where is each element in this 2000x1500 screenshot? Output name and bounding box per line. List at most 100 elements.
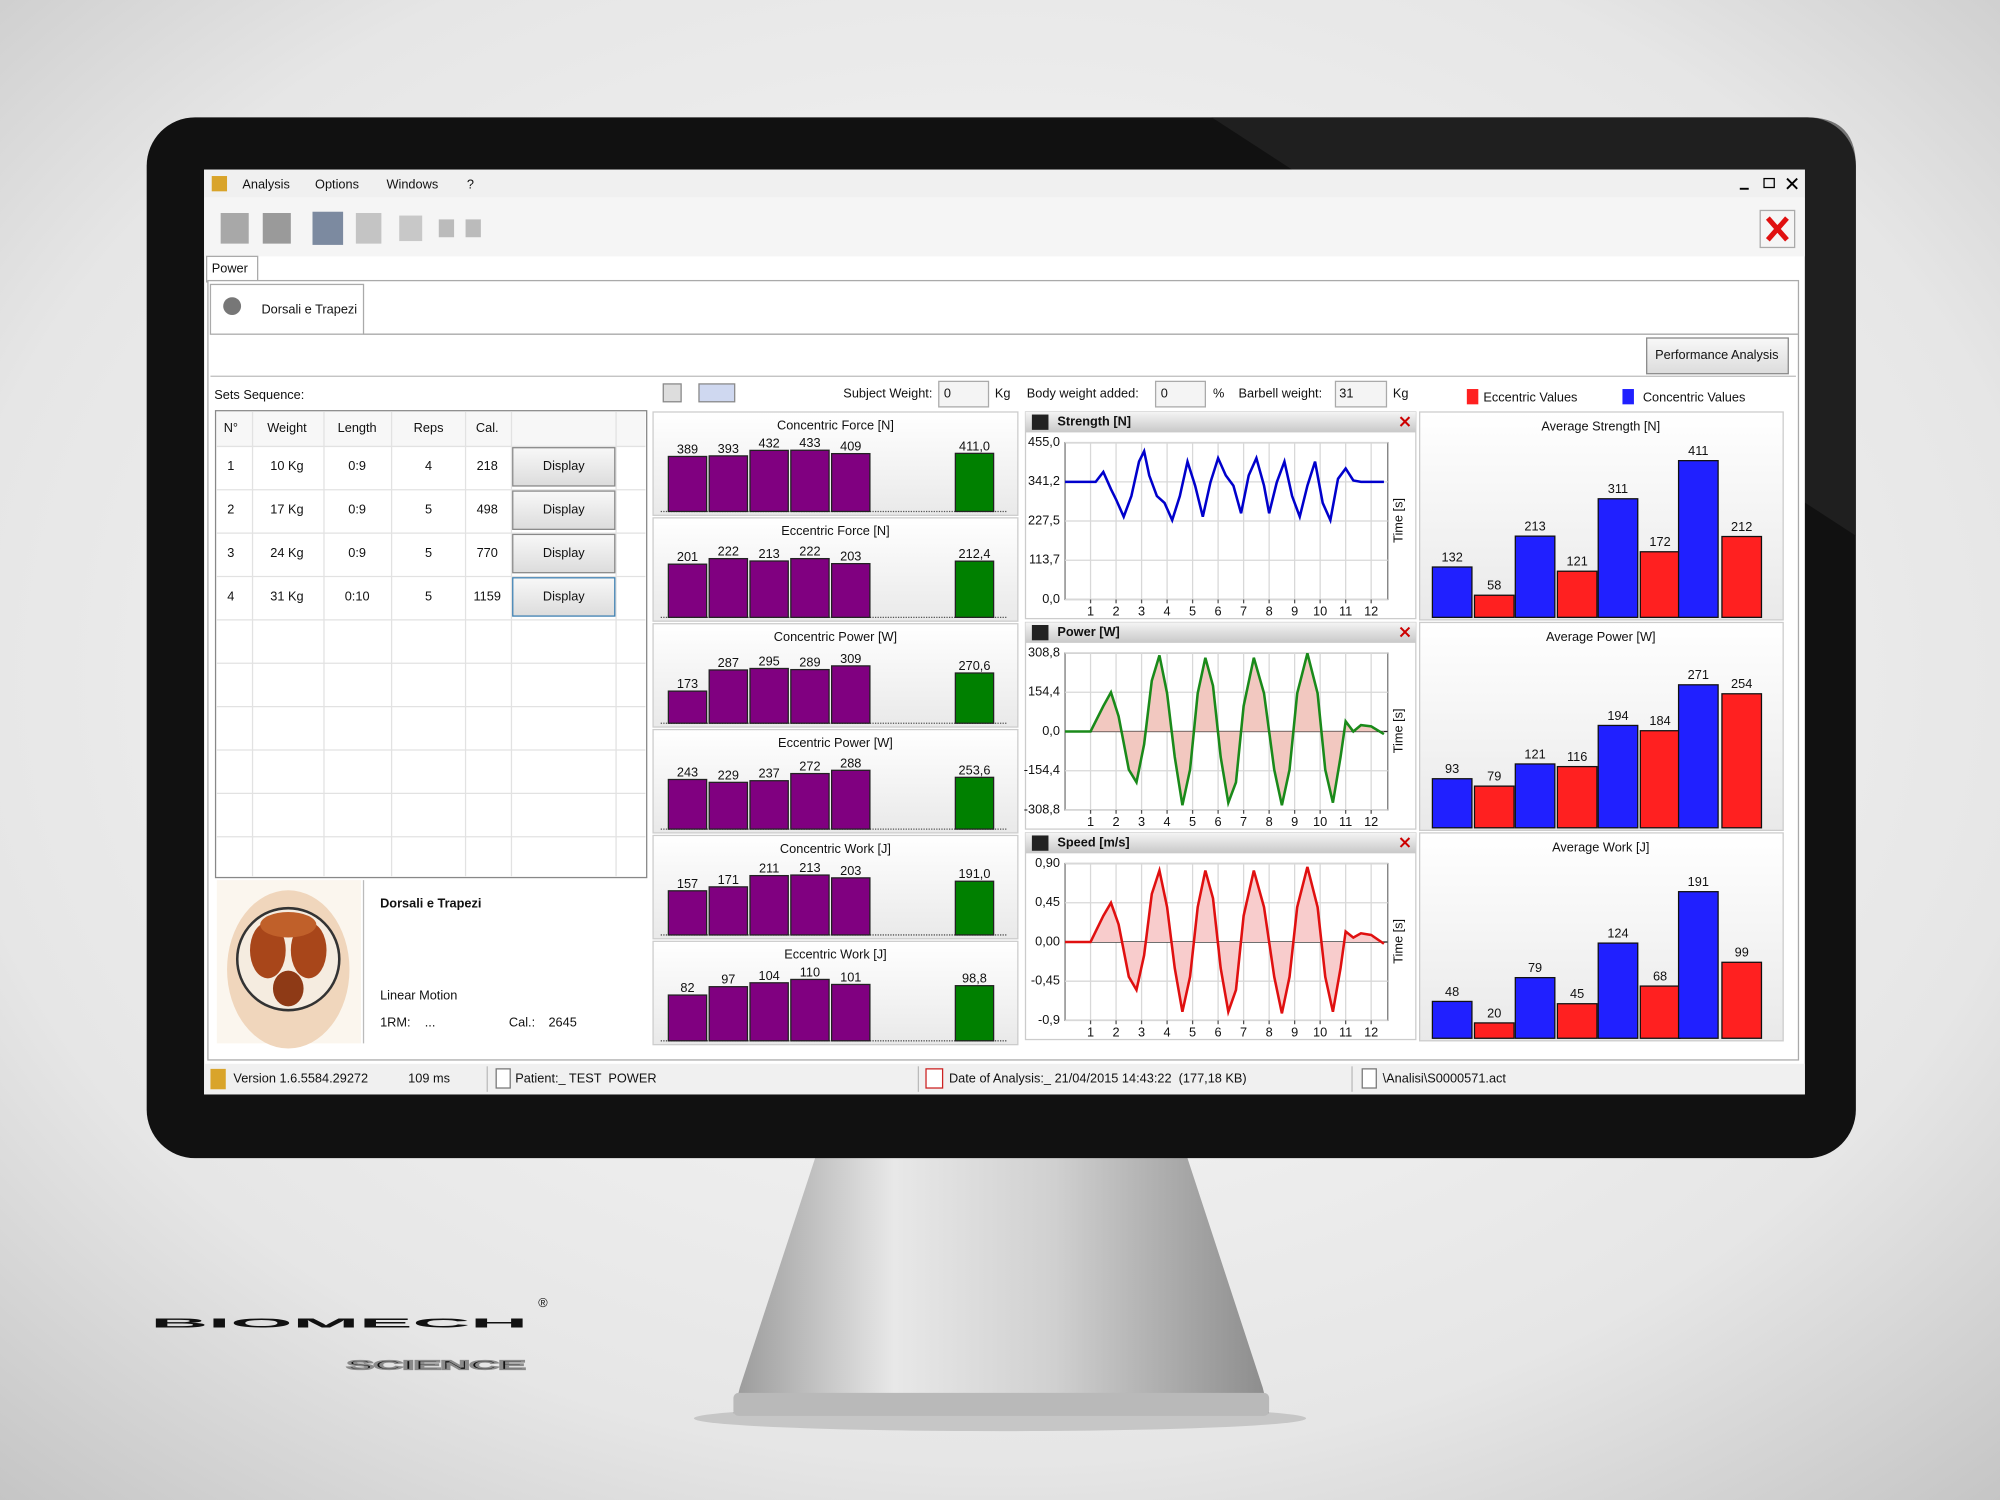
motion-type: Linear Motion: [380, 988, 457, 1003]
table-cell: 0:9: [348, 545, 366, 560]
column-header: Weight: [267, 420, 307, 435]
value-label: 253,6: [959, 762, 991, 777]
display-button[interactable]: [512, 577, 616, 617]
value-label: 243: [677, 764, 698, 779]
restore-button[interactable]: [1763, 177, 1775, 189]
bar: [749, 780, 789, 830]
x-tick-label: 9: [1291, 1025, 1298, 1040]
button-label[interactable]: Display: [543, 502, 585, 517]
value-label: 132: [1442, 549, 1463, 564]
monitor-base: [733, 1392, 1270, 1416]
input[interactable]: [1334, 380, 1388, 408]
chart-title: Average Work [J]: [1552, 840, 1649, 855]
display-button[interactable]: [512, 490, 616, 530]
x-tick-label: 10: [1313, 1025, 1327, 1040]
chart-option-icon[interactable]: [662, 383, 682, 403]
x-tick-label: 12: [1364, 604, 1378, 619]
close-chart[interactable]: [1399, 416, 1411, 427]
button-label[interactable]: Display: [543, 458, 585, 473]
status-patient: Patient:_ TEST POWER: [515, 1070, 656, 1085]
table-cell: 0:9: [348, 458, 366, 473]
bar: [1721, 961, 1763, 1039]
x-tick-label: 4: [1164, 604, 1171, 619]
x-tick-label: 8: [1266, 814, 1273, 829]
bar: [1556, 570, 1598, 618]
x-tick-label: 5: [1189, 814, 1196, 829]
display-button[interactable]: [512, 447, 616, 487]
x-tick-label: 5: [1189, 604, 1196, 619]
toolbar-button[interactable]: [220, 213, 249, 244]
x-tick-label: 11: [1339, 604, 1352, 619]
chart-icon: [1031, 625, 1049, 641]
button-label[interactable]: Display: [543, 545, 585, 560]
toolbar-button[interactable]: [312, 211, 344, 245]
value-label: 98,8: [962, 971, 987, 986]
performance-analysis-button[interactable]: [1646, 337, 1789, 375]
display-button[interactable]: [512, 533, 616, 574]
toolbar-button[interactable]: [399, 215, 423, 242]
legend-swatch: [1622, 389, 1634, 405]
value-label: 229: [718, 767, 739, 782]
table-cell: 770: [477, 545, 498, 560]
value-label: 58: [1487, 578, 1501, 593]
menu-item[interactable]: ?: [467, 176, 474, 191]
y-tick-label: 308,8: [1028, 644, 1060, 659]
x-tick-label: 2: [1113, 604, 1120, 619]
bar: [790, 557, 830, 618]
tab[interactable]: [205, 255, 259, 283]
legend-label: Eccentric Values: [1483, 389, 1577, 404]
bar: [749, 560, 789, 618]
bar: [954, 672, 995, 724]
x-tick-label: 6: [1215, 1025, 1222, 1040]
value-label: 411,0: [959, 438, 990, 453]
bar: [708, 669, 749, 724]
bar: [954, 452, 995, 513]
chart-header: [1025, 622, 1416, 643]
toolbar-button[interactable]: [262, 213, 291, 244]
toolbar-button[interactable]: [465, 219, 481, 238]
toolbar-button[interactable]: [355, 213, 382, 244]
value-label: 104: [758, 968, 779, 983]
value-label: 311: [1608, 481, 1628, 496]
rm-value: ...: [425, 1014, 436, 1029]
bar: [954, 776, 995, 830]
menu-item[interactable]: Analysis: [242, 176, 289, 191]
table-cell: 10 Kg: [270, 458, 303, 473]
menu-item[interactable]: Options: [315, 176, 359, 191]
table-cell: 5: [425, 545, 432, 560]
status-icon: [495, 1068, 511, 1089]
value-label: 45: [1570, 986, 1584, 1001]
area: [1065, 653, 1384, 806]
value-label: 121: [1524, 746, 1545, 761]
table-cell: 1: [227, 458, 234, 473]
value-label: 20: [1487, 1005, 1501, 1020]
sub-tab-label[interactable]: Dorsali e Trapezi: [261, 301, 357, 316]
close-chart[interactable]: [1399, 837, 1411, 848]
bar: [1431, 778, 1473, 829]
button-label[interactable]: Performance Analysis: [1655, 347, 1778, 362]
menu-bar: [204, 169, 1805, 198]
sets-table: [214, 410, 648, 879]
chart-option-icon[interactable]: [698, 383, 736, 403]
bar: [1556, 1003, 1598, 1039]
table-cell: 5: [425, 588, 432, 603]
column-header: Reps: [414, 420, 444, 435]
legend-label: Concentric Values: [1643, 389, 1746, 404]
body-weight-value[interactable]: 0: [1161, 386, 1168, 401]
toolbar-button[interactable]: [438, 219, 455, 238]
menu-item[interactable]: Windows: [386, 176, 438, 191]
barbell-weight-value[interactable]: 31: [1339, 386, 1353, 401]
brand-registered: ®: [538, 1295, 548, 1310]
close-chart[interactable]: [1399, 626, 1411, 638]
input[interactable]: [1154, 380, 1206, 408]
bar: [749, 667, 789, 724]
tab-label[interactable]: Power: [212, 261, 249, 276]
table-cell: 0:10: [345, 588, 370, 603]
brand-name: BIOMECH: [151, 1315, 529, 1330]
subject-weight-value[interactable]: 0: [944, 386, 951, 401]
button-label[interactable]: Display: [543, 588, 585, 603]
input[interactable]: [938, 380, 990, 408]
x-tick-label: 4: [1164, 1025, 1171, 1040]
table-cell: 2: [227, 502, 234, 517]
close-window-button[interactable]: [1786, 177, 1798, 190]
